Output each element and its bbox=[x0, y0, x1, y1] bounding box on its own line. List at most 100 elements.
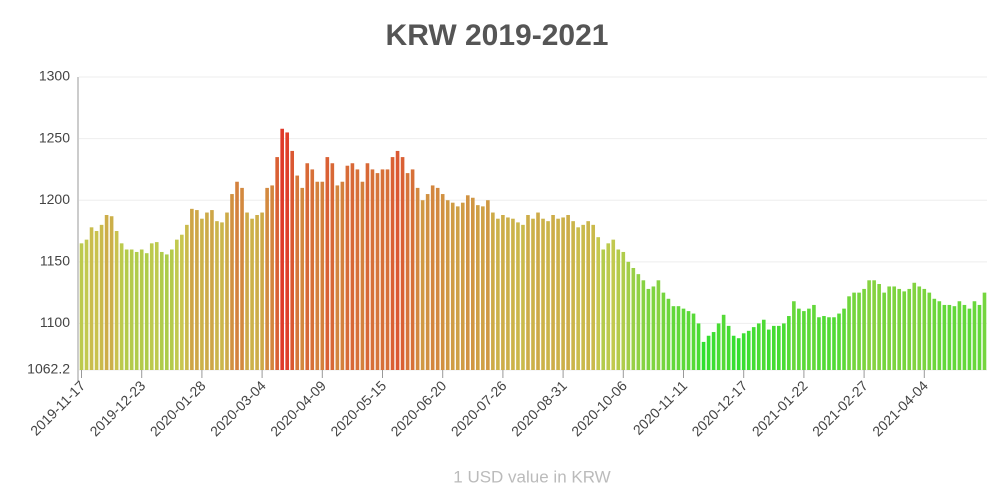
bar bbox=[812, 304, 816, 370]
bar bbox=[320, 181, 325, 370]
bar bbox=[616, 249, 621, 370]
bar bbox=[270, 185, 274, 370]
bar bbox=[837, 313, 841, 370]
bar bbox=[250, 218, 254, 370]
bar bbox=[556, 218, 560, 370]
bar bbox=[315, 181, 320, 370]
bar bbox=[235, 181, 239, 370]
bar bbox=[792, 301, 796, 370]
bar bbox=[802, 311, 806, 370]
bar bbox=[144, 253, 149, 370]
bar bbox=[330, 163, 335, 370]
bar bbox=[119, 243, 124, 370]
bar bbox=[124, 249, 129, 370]
bar bbox=[862, 288, 866, 370]
bar bbox=[761, 319, 766, 370]
bar bbox=[496, 218, 500, 370]
bar bbox=[666, 298, 671, 370]
bar bbox=[149, 243, 154, 370]
bar bbox=[591, 224, 596, 370]
bar bbox=[897, 288, 902, 370]
bar bbox=[887, 286, 891, 370]
bar bbox=[486, 200, 490, 370]
y-tick-label: 1300 bbox=[39, 68, 70, 84]
bar bbox=[159, 251, 164, 370]
bar bbox=[736, 338, 741, 370]
y-tick-label: 1250 bbox=[39, 129, 70, 145]
bar bbox=[626, 261, 631, 370]
bar bbox=[415, 187, 420, 370]
bar bbox=[506, 217, 510, 370]
bar bbox=[491, 212, 495, 370]
bar bbox=[857, 292, 861, 370]
bar bbox=[340, 181, 345, 370]
bar bbox=[134, 251, 139, 370]
bar bbox=[240, 187, 244, 370]
bar bbox=[877, 283, 881, 370]
bar bbox=[310, 169, 315, 370]
bar bbox=[982, 292, 987, 370]
bar bbox=[285, 132, 289, 370]
bar bbox=[195, 210, 199, 370]
bar bbox=[375, 173, 380, 370]
bar bbox=[937, 301, 942, 370]
bar bbox=[370, 169, 375, 370]
bar bbox=[170, 249, 174, 370]
bar bbox=[395, 150, 400, 370]
bar bbox=[215, 221, 219, 370]
bar bbox=[225, 212, 229, 370]
y-tick-label: 1200 bbox=[39, 191, 70, 207]
bar bbox=[832, 317, 836, 370]
x-tick-label: 2021-02-27 bbox=[809, 377, 871, 439]
bar bbox=[476, 205, 480, 370]
bar bbox=[962, 304, 967, 370]
bar bbox=[842, 308, 846, 370]
x-tick-label: 2021-04-04 bbox=[869, 377, 931, 439]
x-tick-label: 2020-11-11 bbox=[630, 377, 691, 438]
bar bbox=[756, 323, 761, 370]
bar bbox=[114, 231, 119, 370]
bar bbox=[390, 157, 395, 370]
x-tick-label: 2020-03-04 bbox=[207, 377, 269, 439]
bar bbox=[706, 335, 711, 370]
bar bbox=[576, 227, 580, 370]
bar bbox=[827, 317, 831, 370]
bar bbox=[782, 323, 786, 370]
bar bbox=[731, 335, 736, 370]
bar bbox=[245, 212, 249, 370]
bar bbox=[260, 212, 264, 370]
x-tick-label: 2020-08-31 bbox=[508, 377, 570, 439]
bar bbox=[907, 288, 912, 370]
bar bbox=[631, 267, 636, 370]
bar bbox=[335, 185, 340, 370]
bar bbox=[787, 316, 791, 370]
bar bbox=[305, 163, 310, 370]
bar bbox=[777, 325, 781, 370]
bar bbox=[586, 221, 590, 370]
bar bbox=[290, 150, 295, 370]
bar bbox=[541, 218, 545, 370]
bar bbox=[932, 298, 937, 370]
bar bbox=[365, 163, 370, 370]
bar bbox=[771, 325, 776, 370]
bar bbox=[536, 212, 540, 370]
bar bbox=[175, 239, 179, 370]
bar bbox=[450, 202, 455, 370]
bar bbox=[99, 224, 104, 370]
bar bbox=[751, 327, 756, 370]
bar bbox=[481, 206, 485, 370]
bar bbox=[139, 249, 144, 370]
bar bbox=[872, 280, 876, 370]
bar bbox=[746, 330, 751, 370]
bar bbox=[400, 157, 405, 370]
bar bbox=[405, 173, 410, 370]
bar bbox=[455, 206, 460, 370]
bar bbox=[676, 306, 681, 370]
bar bbox=[711, 332, 716, 370]
bar bbox=[656, 280, 661, 370]
bar bbox=[425, 194, 430, 370]
bar bbox=[701, 341, 706, 370]
bar bbox=[847, 296, 851, 370]
bar bbox=[651, 286, 656, 370]
